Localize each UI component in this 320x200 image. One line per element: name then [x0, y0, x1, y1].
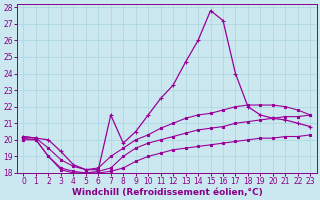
- X-axis label: Windchill (Refroidissement éolien,°C): Windchill (Refroidissement éolien,°C): [72, 188, 262, 197]
